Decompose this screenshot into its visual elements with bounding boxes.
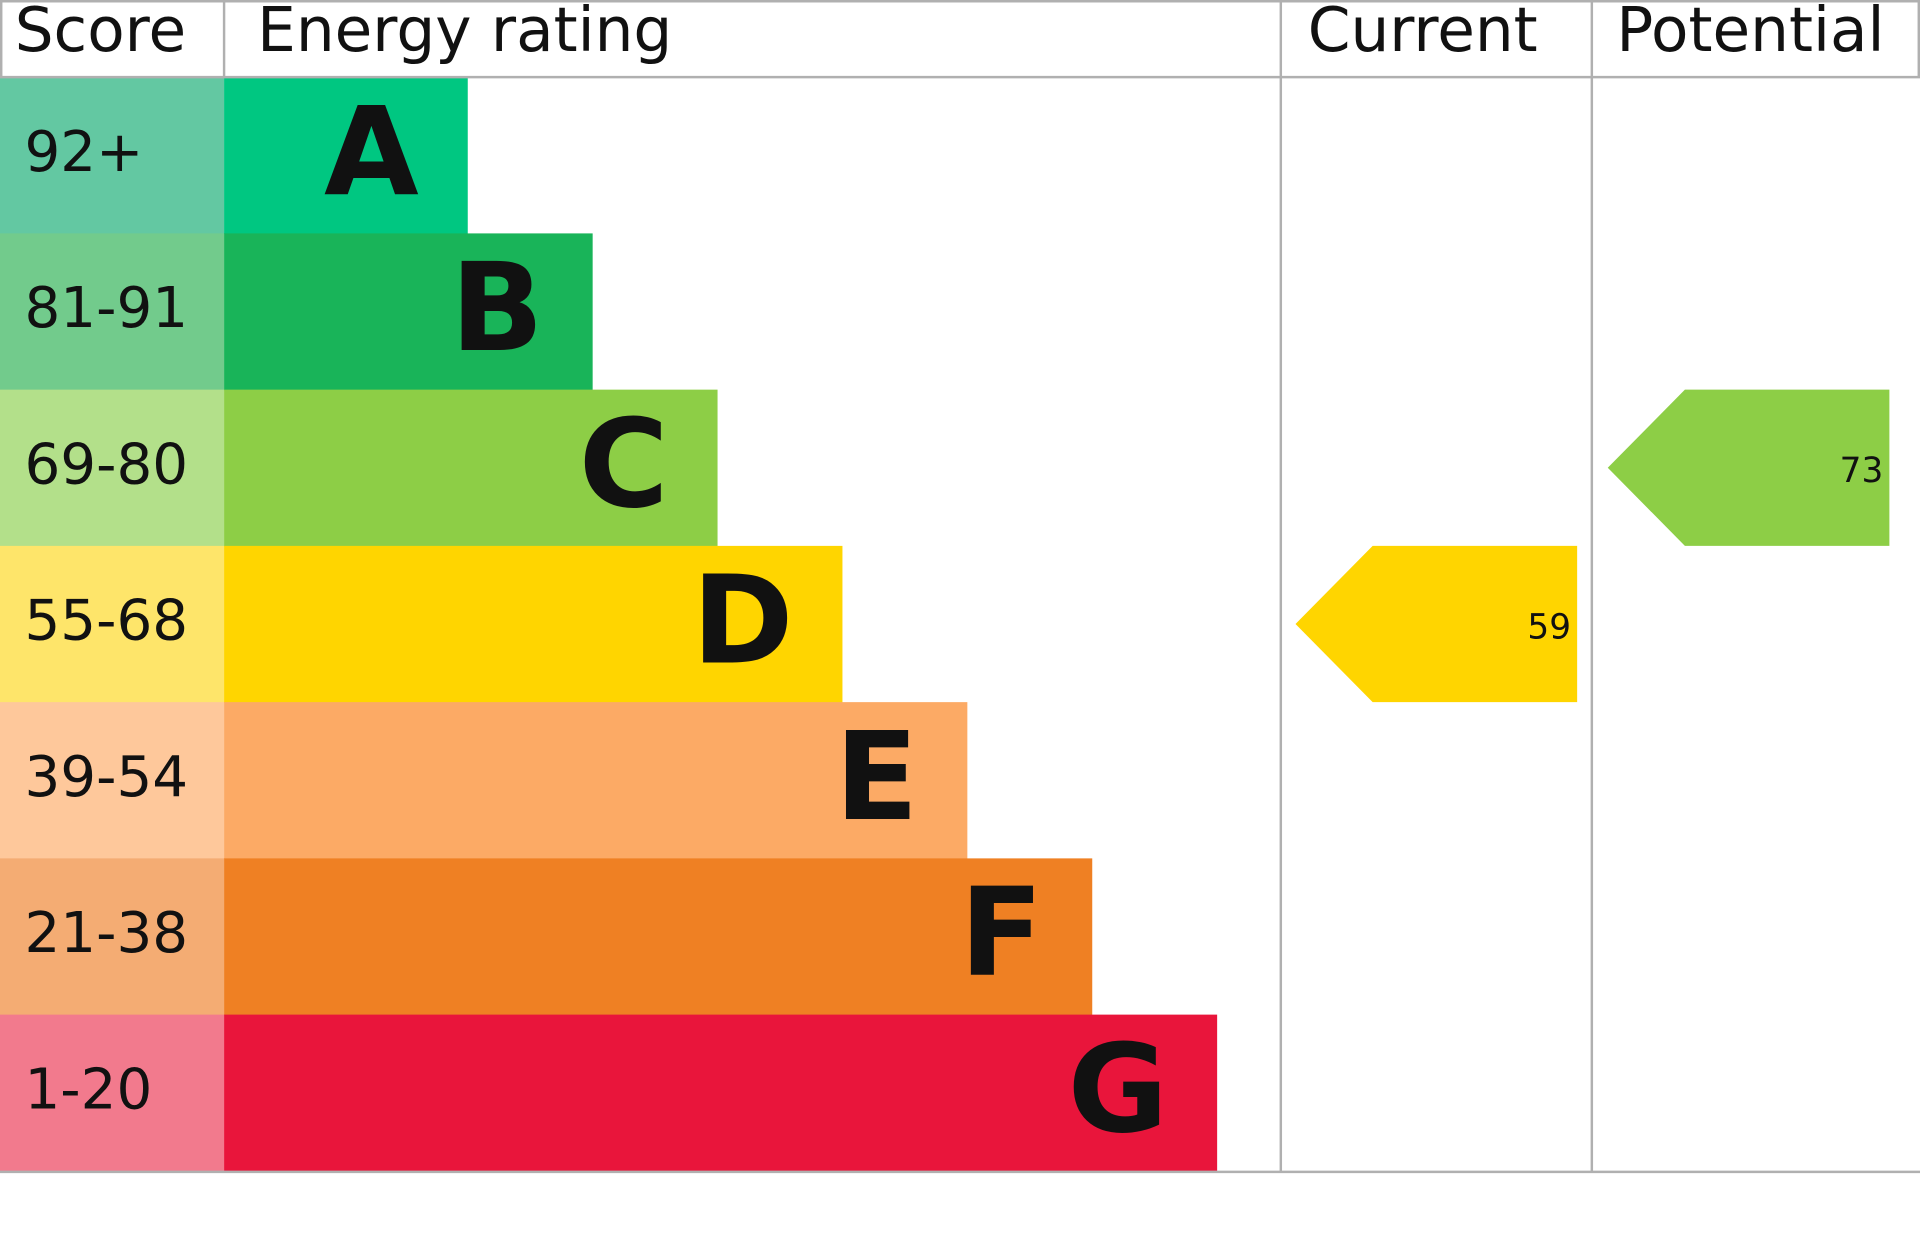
score-label: 55-68 bbox=[24, 589, 188, 654]
score-cell bbox=[0, 545, 225, 703]
rating-bar bbox=[224, 858, 1093, 1016]
score-cell bbox=[0, 702, 225, 859]
potential-arrow bbox=[1607, 389, 1890, 546]
score-label: 21-38 bbox=[24, 901, 188, 966]
rating-bar bbox=[224, 1014, 1218, 1172]
header-current: Current bbox=[1308, 0, 1538, 66]
rating-bar bbox=[224, 77, 468, 235]
rating-bar bbox=[224, 389, 718, 547]
header-rating: Energy rating bbox=[257, 0, 672, 66]
rating-letter: A bbox=[324, 80, 419, 223]
rating-letter: G bbox=[1068, 1017, 1169, 1160]
header-score: Score bbox=[15, 0, 186, 66]
rating-bar bbox=[224, 702, 968, 859]
score-cell bbox=[0, 1014, 225, 1172]
current-value: 59 bbox=[1527, 607, 1571, 647]
rating-bar bbox=[224, 545, 843, 703]
score-label: 69-80 bbox=[24, 432, 188, 497]
score-cell bbox=[0, 858, 225, 1016]
score-cell bbox=[0, 389, 225, 547]
score-label: 92+ bbox=[24, 120, 143, 185]
rating-letter: E bbox=[835, 705, 919, 848]
rating-letter: F bbox=[960, 861, 1044, 1004]
score-cell bbox=[0, 233, 225, 391]
score-label: 39-54 bbox=[24, 745, 188, 810]
score-label: 81-91 bbox=[24, 276, 188, 341]
score-cell bbox=[0, 77, 225, 235]
current-arrow bbox=[1295, 545, 1578, 703]
rating-letter: C bbox=[579, 392, 669, 535]
rating-letter: B bbox=[450, 236, 543, 379]
potential-value: 73 bbox=[1840, 451, 1884, 491]
score-label: 1-20 bbox=[24, 1057, 152, 1122]
rating-letter: D bbox=[692, 549, 794, 692]
rating-bar bbox=[224, 233, 593, 391]
header-potential: Potential bbox=[1616, 0, 1884, 66]
